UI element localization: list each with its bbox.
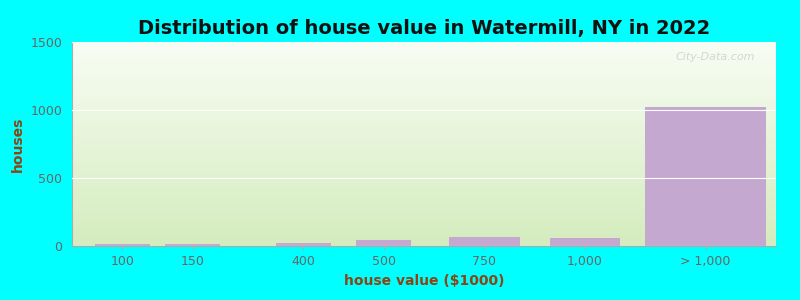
Bar <box>165 244 220 246</box>
Y-axis label: houses: houses <box>11 116 25 172</box>
Bar <box>356 240 411 246</box>
Bar <box>646 107 766 246</box>
Text: City-Data.com: City-Data.com <box>675 52 755 62</box>
X-axis label: house value ($1000): house value ($1000) <box>344 274 504 288</box>
Bar <box>276 243 331 246</box>
Bar <box>550 238 620 246</box>
Bar <box>449 237 519 246</box>
Bar <box>94 244 150 246</box>
Title: Distribution of house value in Watermill, NY in 2022: Distribution of house value in Watermill… <box>138 19 710 38</box>
